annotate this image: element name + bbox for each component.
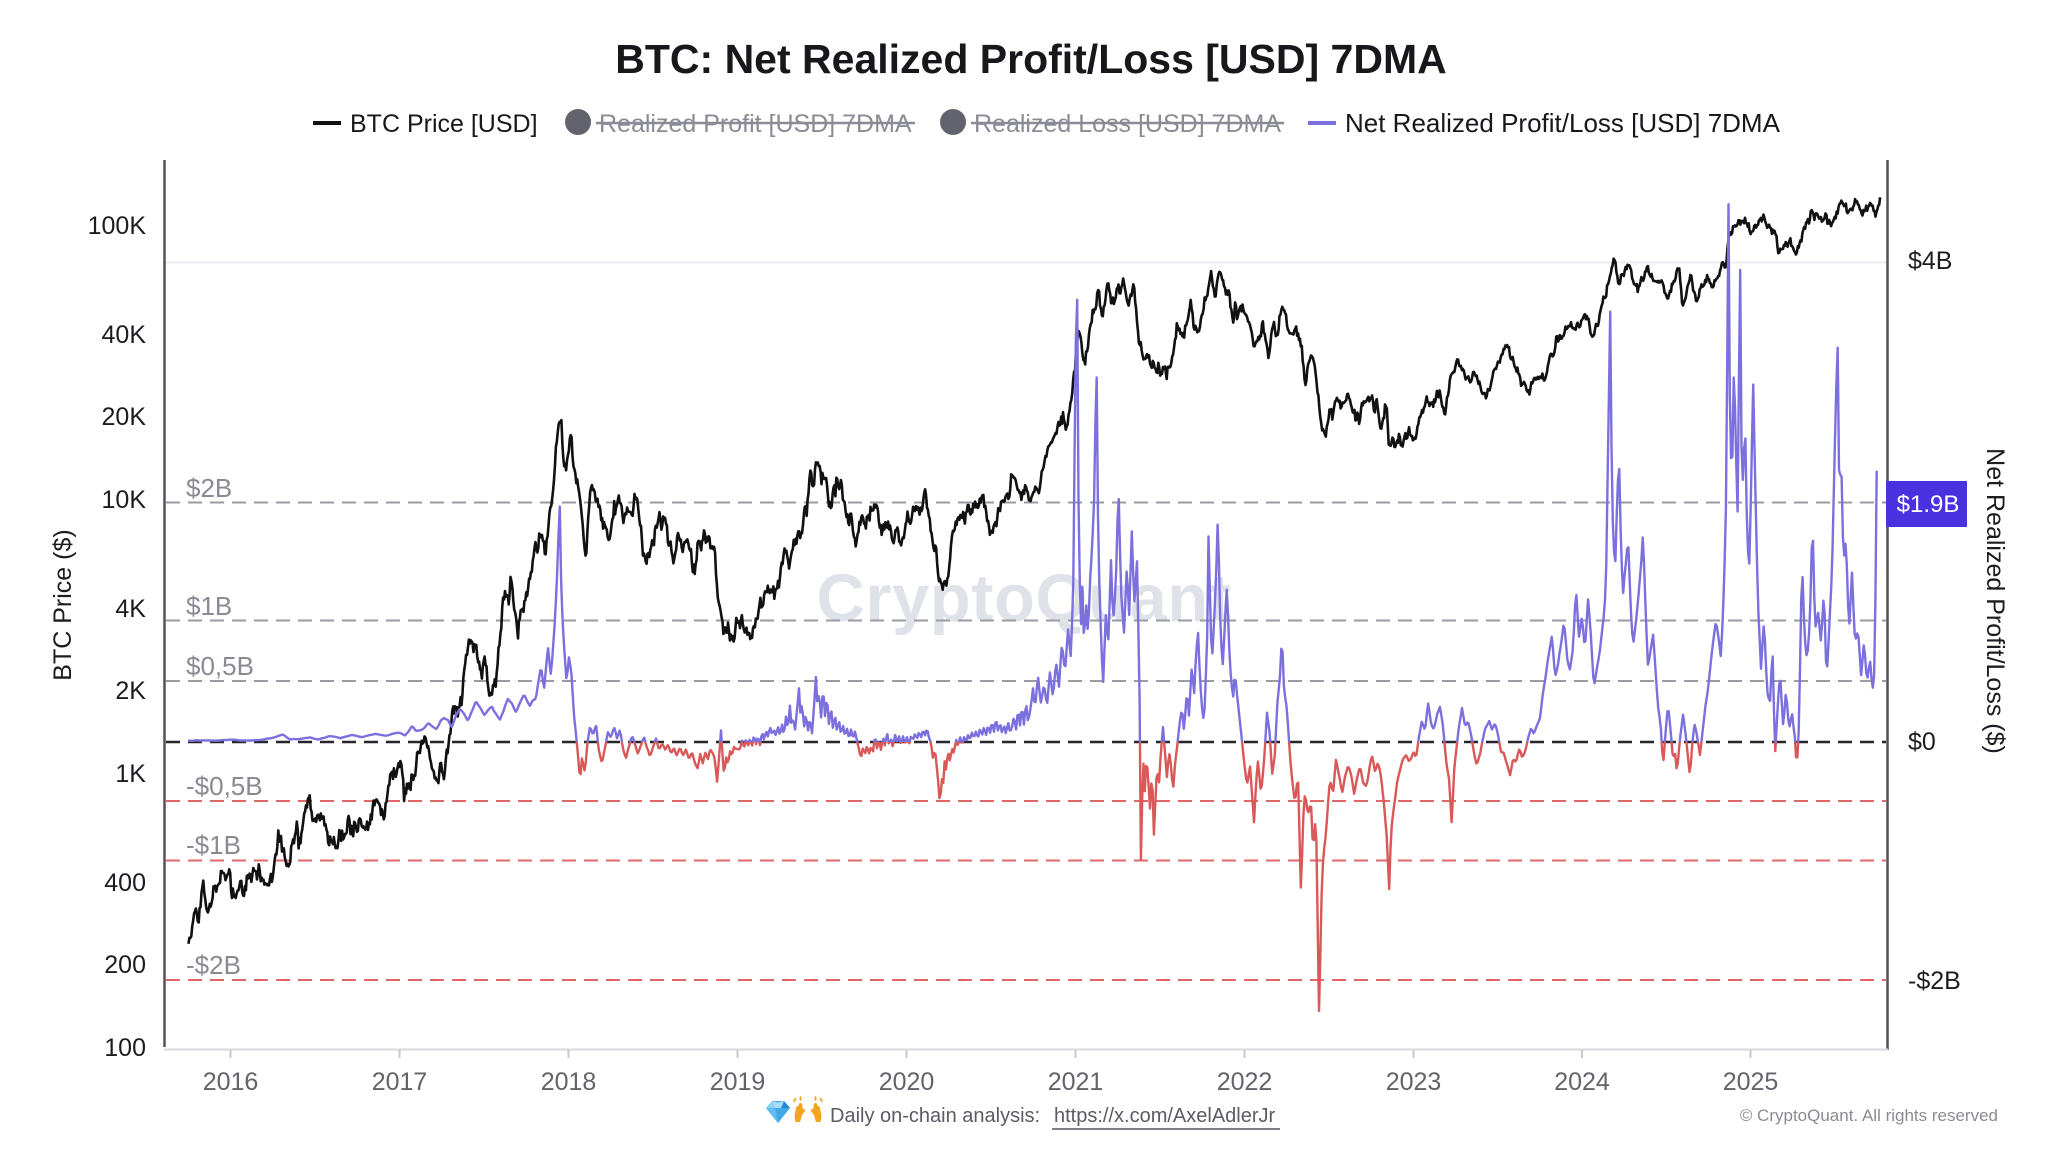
svg-text:10K: 10K bbox=[102, 486, 147, 514]
svg-text:Net Realized Profit/Loss ($): Net Realized Profit/Loss ($) bbox=[1981, 448, 2009, 754]
svg-text:2K: 2K bbox=[115, 677, 146, 705]
svg-text:2024: 2024 bbox=[1554, 1068, 1610, 1096]
svg-text:2023: 2023 bbox=[1386, 1068, 1442, 1096]
svg-text:$4B: $4B bbox=[1908, 247, 1952, 275]
svg-text:40K: 40K bbox=[102, 321, 147, 349]
svg-text:2019: 2019 bbox=[710, 1068, 766, 1096]
svg-text:-$2B: -$2B bbox=[186, 950, 241, 980]
svg-text:2016: 2016 bbox=[203, 1068, 259, 1096]
svg-text:BTC Price ($): BTC Price ($) bbox=[49, 529, 77, 680]
svg-text:2021: 2021 bbox=[1048, 1068, 1104, 1096]
svg-text:BTC Price [USD]: BTC Price [USD] bbox=[350, 110, 538, 138]
svg-text:© CryptoQuant. All rights rese: © CryptoQuant. All rights reserved bbox=[1740, 1106, 1998, 1125]
svg-text:-$2B: -$2B bbox=[1908, 967, 1961, 995]
svg-text:-$0,5B: -$0,5B bbox=[186, 771, 263, 801]
svg-text:200: 200 bbox=[104, 951, 146, 979]
svg-text:CryptoQuant: CryptoQuant bbox=[817, 561, 1232, 636]
svg-text:4K: 4K bbox=[115, 595, 146, 623]
svg-text:1K: 1K bbox=[115, 760, 146, 788]
svg-text:$2B: $2B bbox=[186, 473, 232, 503]
svg-text:https://x.com/AxelAdlerJr: https://x.com/AxelAdlerJr bbox=[1054, 1105, 1276, 1127]
svg-text:Daily on-chain analysis:: Daily on-chain analysis: bbox=[830, 1105, 1040, 1127]
svg-text:100: 100 bbox=[104, 1034, 146, 1062]
svg-text:100K: 100K bbox=[88, 212, 147, 240]
svg-text:20K: 20K bbox=[102, 403, 147, 431]
svg-text:2018: 2018 bbox=[541, 1068, 597, 1096]
svg-text:2017: 2017 bbox=[372, 1068, 428, 1096]
svg-text:-$1B: -$1B bbox=[186, 830, 241, 860]
svg-text:$1.9B: $1.9B bbox=[1897, 491, 1960, 518]
svg-text:$0,5B: $0,5B bbox=[186, 651, 254, 681]
svg-text:2020: 2020 bbox=[879, 1068, 935, 1096]
svg-text:$1B: $1B bbox=[186, 591, 232, 621]
svg-text:2025: 2025 bbox=[1723, 1068, 1779, 1096]
svg-text:$0: $0 bbox=[1908, 728, 1936, 756]
svg-text:400: 400 bbox=[104, 869, 146, 897]
svg-text:BTC: Net Realized Profit/Loss: BTC: Net Realized Profit/Loss [USD] 7DMA bbox=[615, 36, 1446, 82]
svg-text:2022: 2022 bbox=[1217, 1068, 1273, 1096]
svg-text:Net Realized Profit/Loss [USD]: Net Realized Profit/Loss [USD] 7DMA bbox=[1345, 108, 1781, 138]
